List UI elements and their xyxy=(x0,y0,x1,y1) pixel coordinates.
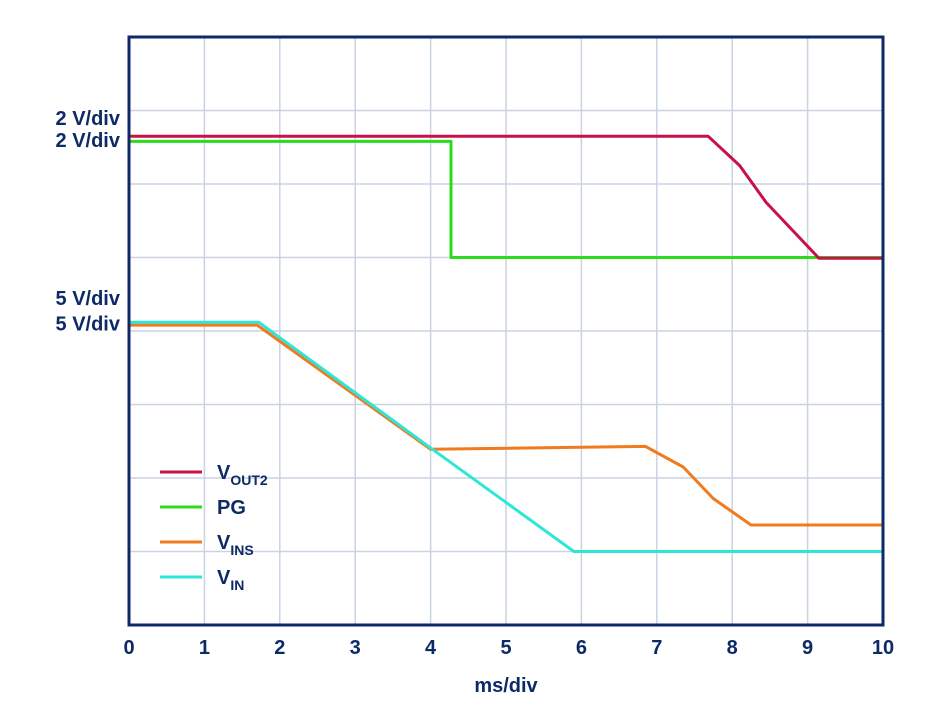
x-tick-label: 7 xyxy=(651,637,662,659)
x-tick-label: 8 xyxy=(727,637,738,659)
scale-label-pg: 2 V/div xyxy=(56,130,121,152)
x-axis-title: ms/div xyxy=(474,675,538,697)
x-tick-label: 3 xyxy=(350,637,361,659)
scale-label-vins: 5 V/div xyxy=(56,288,121,310)
series-line-vout2 xyxy=(129,134,883,260)
x-tick-label: 2 xyxy=(274,637,285,659)
scale-label-vin: 5 V/div xyxy=(56,314,121,336)
legend-label-pg: PG xyxy=(217,497,246,519)
series-line-vin xyxy=(129,320,883,553)
x-tick-labels: 0 1 2 3 4 5 6 7 8 9 10 xyxy=(123,637,894,659)
series-line-pg xyxy=(129,139,883,259)
plot-frame xyxy=(127,35,885,627)
scale-label-vout2: 2 V/div xyxy=(56,108,121,130)
x-tick-label: 0 xyxy=(123,637,134,659)
legend-label-vin: VIN xyxy=(217,567,244,593)
x-tick-label: 4 xyxy=(425,637,437,659)
x-tick-label: 6 xyxy=(576,637,587,659)
series-line-vins xyxy=(129,323,883,527)
legend-label-vout2: VOUT2 xyxy=(217,462,268,488)
grid xyxy=(128,36,884,626)
series-layer xyxy=(129,134,883,553)
legend-label-vins: VINS xyxy=(217,532,254,558)
x-tick-label: 5 xyxy=(500,637,511,659)
legend: VOUT2 PG VINS VIN xyxy=(160,462,268,593)
x-tick-label: 1 xyxy=(199,637,210,659)
x-tick-label: 10 xyxy=(872,637,894,659)
x-tick-label: 9 xyxy=(802,637,813,659)
